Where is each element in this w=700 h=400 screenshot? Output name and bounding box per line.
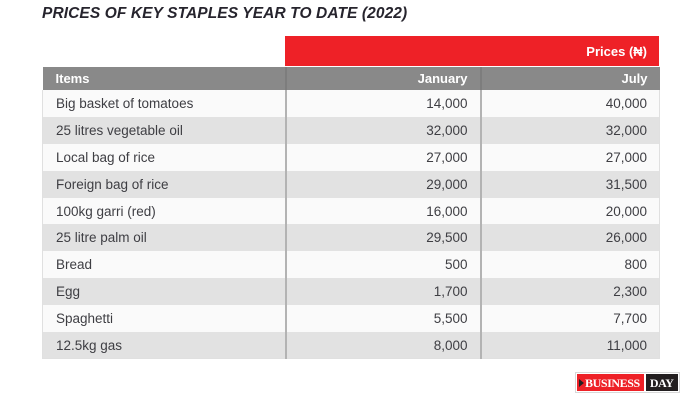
businessday-logo: BUSINESS DAY [575, 372, 680, 393]
table-row: 25 litres vegetable oil 32,000 32,000 [42, 116, 660, 144]
item-cell: Big basket of tomatoes [56, 95, 194, 111]
item-cell: Bread [56, 257, 93, 273]
header-row: Items January July [42, 67, 660, 90]
logo-day-text: DAY [649, 375, 674, 390]
january-cell: 5,500 [284, 305, 481, 333]
prices-band-label: Prices (₦) [586, 43, 647, 59]
item-cell: Foreign bag of rice [56, 176, 169, 192]
prices-band: Prices (₦) [285, 36, 659, 66]
july-cell: 26,000 [479, 224, 660, 252]
page-title: PRICES OF KEY STAPLES YEAR TO DATE (2022… [42, 5, 408, 22]
table-row: 25 litre palm oil 29,500 26,000 [42, 224, 660, 252]
logo-day-segment: DAY [645, 374, 678, 391]
item-cell: Spaghetti [56, 311, 114, 327]
table-row: Spaghetti 5,500 7,700 [42, 305, 660, 333]
july-cell: 2,300 [479, 278, 660, 306]
item-cell: 25 litre palm oil [56, 230, 147, 246]
january-cell: 16,000 [284, 197, 481, 225]
january-cell: 1,700 [284, 278, 481, 306]
january-cell: 500 [284, 251, 481, 279]
july-cell: 27,000 [479, 143, 660, 171]
prices-table: Items January July Big basket of tomatoe… [42, 67, 660, 359]
table-row: Egg 1,700 2,300 [42, 278, 660, 306]
january-cell: 27,000 [284, 143, 481, 171]
table-row: Big basket of tomatoes 14,000 40,000 [42, 90, 660, 117]
table-row: Local bag of rice 27,000 27,000 [42, 143, 660, 171]
july-cell: 31,500 [479, 170, 660, 198]
january-cell: 8,000 [284, 332, 481, 359]
table-body: Big basket of tomatoes 14,000 40,000 25 … [42, 90, 660, 359]
table-row: 100kg garri (red) 16,000 20,000 [42, 197, 660, 225]
january-cell: 14,000 [284, 90, 481, 117]
logo-arrow-icon [579, 378, 584, 387]
january-cell: 29,000 [284, 170, 481, 198]
header-january: January [284, 67, 481, 90]
january-cell: 29,500 [284, 224, 481, 252]
logo-business-segment: BUSINESS [577, 374, 644, 391]
table-row: Bread 500 800 [42, 251, 660, 279]
july-cell: 32,000 [479, 116, 660, 144]
table-row: Foreign bag of rice 29,000 31,500 [42, 170, 660, 198]
item-cell: Egg [56, 284, 81, 300]
logo-business-text: BUSINESS [585, 375, 640, 390]
header-items: Items [42, 67, 286, 90]
january-cell: 32,000 [284, 116, 481, 144]
july-cell: 11,000 [479, 332, 660, 359]
header-july: July [479, 67, 660, 90]
july-cell: 7,700 [479, 305, 660, 333]
item-cell: 12.5kg gas [56, 337, 123, 353]
july-cell: 800 [479, 251, 660, 279]
item-cell: Local bag of rice [56, 149, 156, 165]
july-cell: 40,000 [479, 90, 660, 117]
item-cell: 100kg garri (red) [56, 203, 156, 219]
table-row: 12.5kg gas 8,000 11,000 [42, 332, 660, 359]
item-cell: 25 litres vegetable oil [56, 122, 183, 138]
july-cell: 20,000 [479, 197, 660, 225]
